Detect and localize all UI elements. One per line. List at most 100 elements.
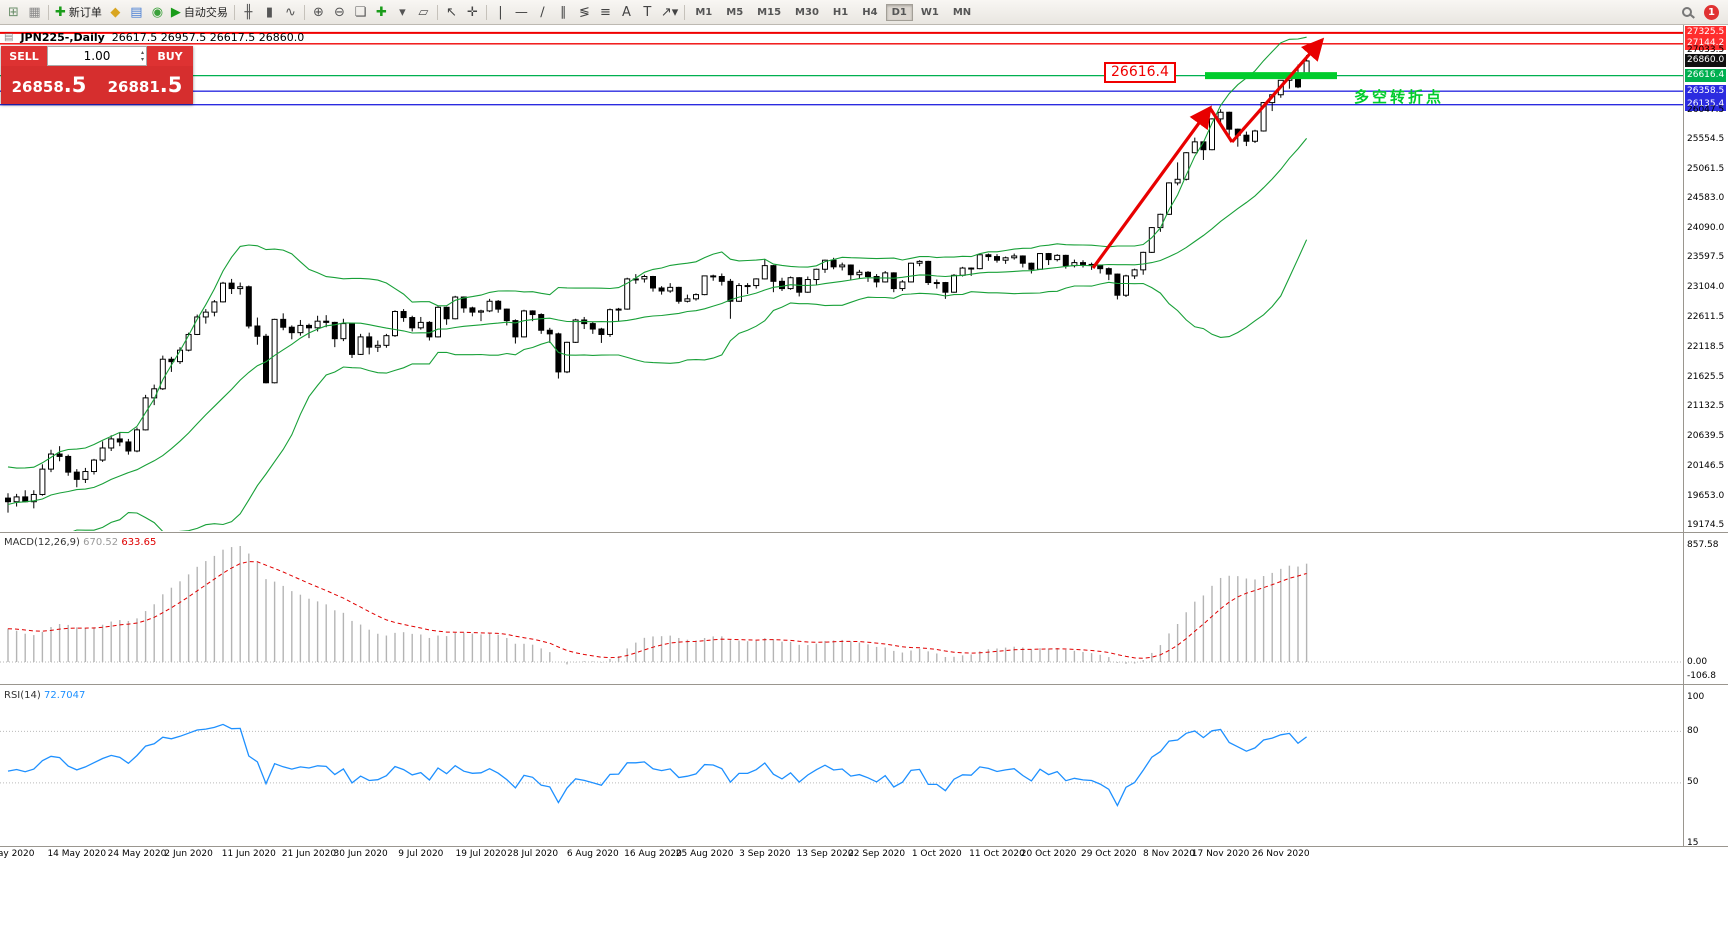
buy-price-frac: .5 — [159, 73, 183, 97]
buy-price[interactable]: 26881.5 — [97, 66, 193, 104]
profiles-icon[interactable]: ▦ — [24, 2, 45, 22]
timeframe-button-m30[interactable]: M30 — [795, 6, 819, 18]
toolbar-separator — [436, 4, 438, 20]
timeframe-button-d1[interactable]: D1 — [885, 3, 913, 21]
sell-price-main: 26858 — [11, 78, 64, 96]
candles-layer — [5, 55, 1310, 513]
shapes-icon[interactable]: ≡ — [595, 2, 616, 22]
price-annotation-label[interactable]: 26616.4 — [1104, 62, 1176, 83]
fibonacci-icon: ≶ — [578, 4, 590, 20]
rsi-value: 72.7047 — [43, 690, 86, 701]
shapes-icon: ≡ — [599, 4, 611, 20]
metaeditor-icon[interactable]: ◆ — [105, 2, 126, 22]
timeframe-button-h4[interactable]: H4 — [862, 6, 878, 18]
terminal-icon: ▤ — [130, 4, 143, 20]
candlestick-icon[interactable]: ▮ — [259, 2, 280, 22]
timeframe-button-mn[interactable]: MN — [952, 6, 972, 18]
toolbar-separator — [48, 4, 49, 20]
rsi-layer — [0, 723, 1683, 807]
templates-icon: ▱ — [418, 4, 429, 20]
crosshair-icon[interactable]: ✛ — [462, 2, 483, 22]
new-chart-icon: ⊞ — [8, 4, 19, 20]
vertical-line-icon[interactable]: | — [490, 2, 511, 22]
trade-panel-buttons-row: SELL 1.00 ▴ ▾ BUY — [1, 46, 193, 66]
main-chart-layer — [0, 31, 1683, 531]
text-icon: A — [621, 4, 631, 20]
terminal-icon[interactable]: ▤ — [126, 2, 147, 22]
cursor-icon: ↖ — [445, 4, 457, 20]
trendline-icon: ∕ — [540, 4, 545, 20]
autotrading-button[interactable]: ▶ 自动交易 — [168, 2, 231, 22]
vertical-line-icon: | — [498, 4, 503, 20]
text-icon[interactable]: A — [616, 2, 637, 22]
label-icon[interactable]: T — [637, 2, 658, 22]
horizontal-line-icon[interactable]: — — [511, 2, 532, 22]
profiles-icon: ▦ — [28, 4, 41, 20]
tile-windows-icon[interactable]: ❏ — [350, 2, 371, 22]
new-order-icon: ✚ — [55, 4, 66, 20]
volume-stepper[interactable]: ▴ ▾ — [141, 49, 144, 63]
sell-button[interactable]: SELL — [1, 46, 47, 66]
candlestick-icon: ▮ — [265, 4, 273, 20]
line-chart-icon[interactable]: ∿ — [280, 2, 301, 22]
arrows-dropdown-icon[interactable]: ↗▾ — [658, 2, 681, 22]
chart-ohlc-values: 26617.5 26957.5 26617.5 26860.0 — [111, 31, 305, 44]
community-icon: ◉ — [151, 4, 164, 20]
volume-value: 1.00 — [83, 49, 111, 63]
chart-header: ▤ JPN225-,Daily 26617.5 26957.5 26617.5 … — [4, 31, 304, 44]
community-icon[interactable]: ◉ — [147, 2, 168, 22]
timeframe-button-m5[interactable]: M5 — [726, 6, 744, 18]
crosshair-icon: ✛ — [466, 4, 478, 20]
indicators-icon[interactable]: ✚ — [371, 2, 392, 22]
buy-button[interactable]: BUY — [147, 46, 193, 66]
autotrading-icon: ▶ — [170, 4, 181, 20]
panel-dividers — [0, 25, 1728, 847]
new-chart-icon[interactable]: ⊞ — [3, 2, 24, 22]
trendline-icon[interactable]: ∕ — [532, 2, 553, 22]
autotrading-button-label: 自动交易 — [183, 6, 228, 19]
macd-indicator-label: MACD(12,26,9) 670.52 633.65 — [4, 537, 156, 548]
timeframe-button-m15[interactable]: M15 — [757, 6, 782, 18]
horizontal-line-icon: — — [514, 4, 528, 20]
cursor-icon[interactable]: ↖ — [441, 2, 462, 22]
metaeditor-icon: ◆ — [110, 4, 121, 20]
notification-badge[interactable]: 1 — [1704, 4, 1719, 20]
zoom-out-icon: ⊖ — [333, 4, 345, 20]
macd-layer — [0, 546, 1683, 665]
toolbar: ⊞ ▦ ✚ 新订单 ◆ ▤ ◉ ▶ 自动交易 ╫ ▮ ∿ ⊕ ⊖ ❏ ✚ ▾ ▱ ↖ ✛ | — ∕ ∥ ≶ ≡ A T ↗▾ M1 M5 M… — [0, 0, 1728, 25]
turning-point-text: 多空转折点 — [1354, 88, 1445, 106]
fibonacci-icon[interactable]: ≶ — [574, 2, 595, 22]
arrows-dropdown-icon: ↗▾ — [660, 4, 679, 20]
ohlc-bars-icon[interactable]: ╫ — [238, 2, 259, 22]
macd-main-value: 670.52 — [83, 537, 119, 548]
channel-icon[interactable]: ∥ — [553, 2, 574, 22]
rsi-indicator-label: RSI(14) 72.7047 — [4, 690, 85, 701]
new-order-button[interactable]: ✚ 新订单 — [52, 2, 105, 22]
timeframe-button-m1[interactable]: M1 — [695, 6, 713, 18]
indicators-icon: ✚ — [375, 4, 387, 20]
one-click-trading-panel: SELL 1.00 ▴ ▾ BUY 26858.5 26881.5 — [1, 46, 193, 104]
chart-window-icon: ▤ — [4, 32, 14, 43]
volume-up-icon[interactable]: ▴ — [140, 49, 144, 56]
trend-arrows[interactable] — [1091, 37, 1325, 269]
zoom-out-icon[interactable]: ⊖ — [329, 2, 350, 22]
toolbar-separator — [303, 4, 305, 20]
trade-panel-prices: 26858.5 26881.5 — [1, 66, 193, 104]
timeframe-button-w1[interactable]: W1 — [920, 6, 939, 18]
macd-signal-value: 633.65 — [121, 537, 157, 548]
timeframe-button-h1[interactable]: H1 — [832, 6, 849, 18]
zoom-in-icon[interactable]: ⊕ — [308, 2, 329, 22]
templates-icon[interactable]: ▱ — [413, 2, 434, 22]
bollinger-bands — [7, 36, 1308, 531]
volume-down-icon[interactable]: ▾ — [140, 56, 144, 63]
search-icon[interactable] — [1682, 7, 1692, 17]
buy-price-main: 26881 — [107, 78, 160, 96]
volume-input[interactable]: 1.00 ▴ ▾ — [47, 46, 147, 66]
sell-price[interactable]: 26858.5 — [1, 66, 97, 104]
toolbar-separator — [485, 4, 487, 20]
toolbar-separator — [233, 4, 235, 20]
periods-icon[interactable]: ▾ — [392, 2, 413, 22]
channel-icon: ∥ — [560, 4, 567, 20]
zoom-in-icon: ⊕ — [312, 4, 324, 20]
